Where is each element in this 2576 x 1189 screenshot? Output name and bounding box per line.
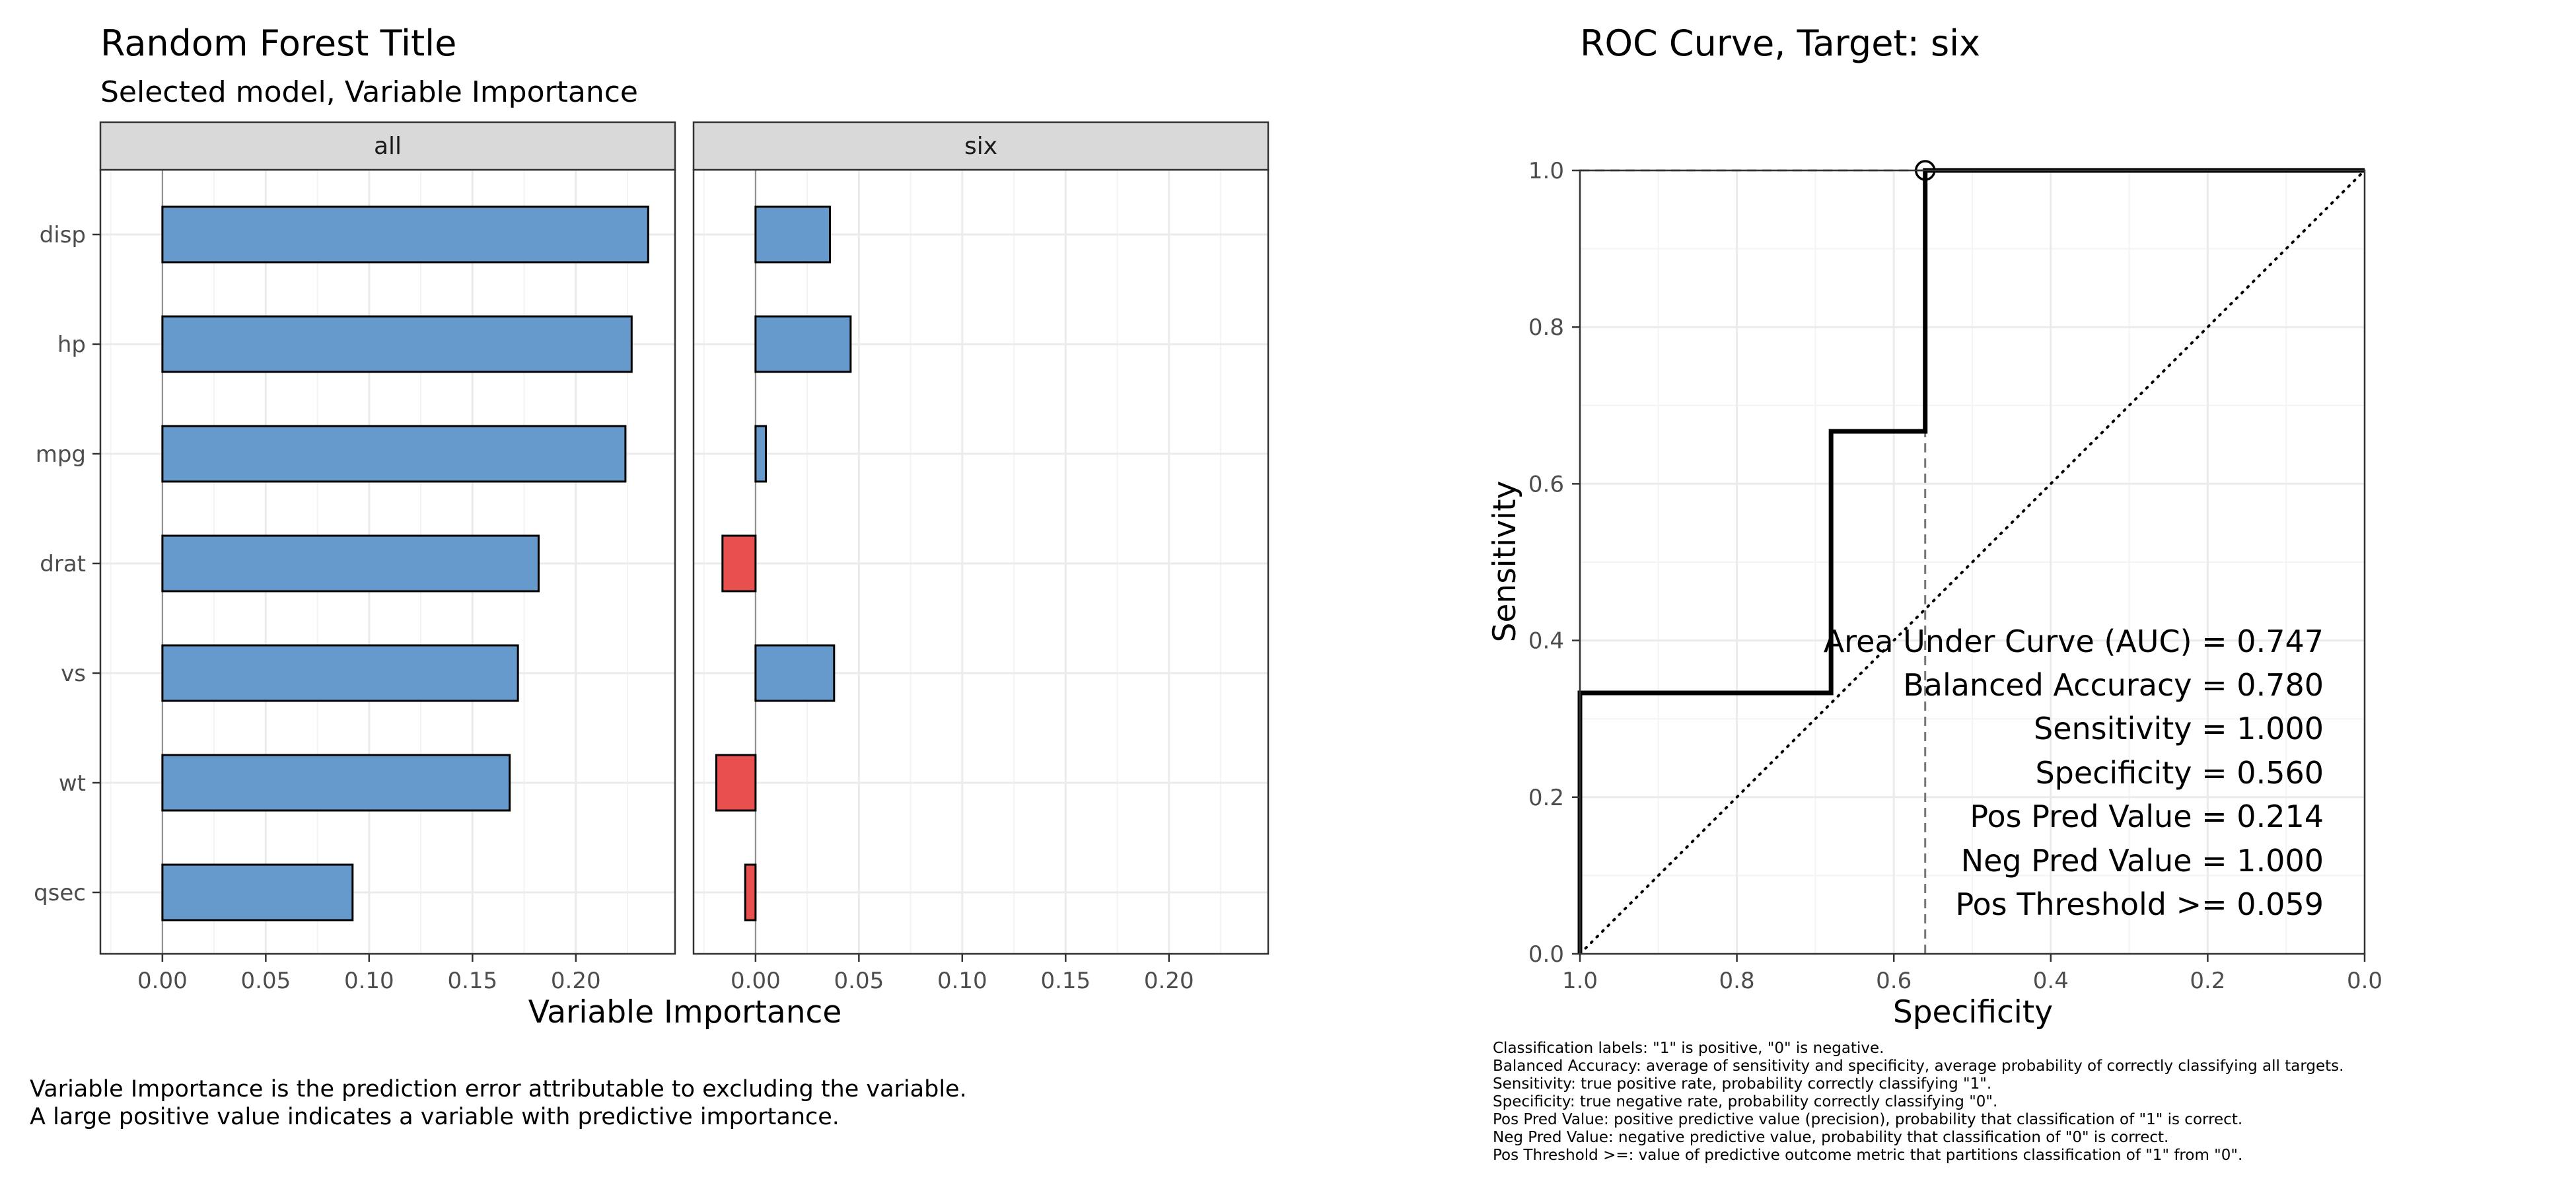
roc-x-tick-label: 0.6 (1876, 968, 1912, 994)
roc-stat-pos-threshold: Pos Threshold >= 0.059 (1955, 886, 2324, 922)
roc-stat-balanced-accuracy: Balanced Accuracy = 0.780 (1903, 667, 2324, 703)
roc-x-tick-label: 0.8 (1719, 968, 1755, 994)
bar-all-drat (161, 534, 540, 593)
roc-x-tick-label: 0.4 (2033, 968, 2069, 994)
roc-y-tick-label: 0.8 (1528, 314, 1564, 341)
roc-note-specificity: Specificity: true negative rate, probabi… (1493, 1093, 1997, 1110)
bar-all-mpg (161, 425, 627, 483)
roc-y-tick-label: 1.0 (1528, 158, 1564, 184)
x-tick-label: 0.05 (834, 968, 884, 994)
category-label-qsec: qsec (34, 880, 86, 906)
importance-footnote-line-1: Variable Importance is the prediction er… (30, 1076, 967, 1102)
roc-notes: Classification labels: "1" is positive, … (1493, 1040, 2343, 1164)
roc-note-pos-pred-value: Pos Pred Value: positive predictive valu… (1493, 1111, 2242, 1128)
x-tick-label: 0.05 (241, 968, 291, 994)
bar-all-wt (161, 754, 511, 812)
roc-stat-specificity: Specificity = 0.560 (2035, 755, 2324, 791)
x-tick-label: 0.10 (344, 968, 394, 994)
x-tick-label: 0.00 (137, 968, 188, 994)
bar-all-disp (161, 205, 649, 264)
bar-six-vs (754, 644, 836, 702)
roc-stat-neg-pred-value: Neg Pred Value = 1.000 (1961, 843, 2324, 879)
category-label-vs: vs (61, 661, 86, 687)
bar-all-qsec (161, 863, 354, 921)
roc-title: ROC Curve, Target: six (1580, 22, 1980, 64)
category-label-drat: drat (40, 551, 86, 577)
facet-strip (692, 121, 1270, 171)
roc-x-tick-label: 1.0 (1562, 968, 1598, 994)
facet-strip-label-all: all (374, 133, 402, 160)
roc-stats: Area Under Curve (AUC) = 0.747 Balanced … (1824, 624, 2324, 922)
bar-six-disp (754, 205, 832, 264)
category-label-mpg: mpg (36, 441, 86, 468)
x-tick-label: 0.10 (937, 968, 987, 994)
importance-panels: all 0.00 0.05 0.10 0.15 0.20 six 0.00 0.05 0.10 0.… (99, 121, 1270, 994)
bar-six-hp (754, 315, 852, 373)
category-label-wt: wt (59, 770, 86, 797)
importance-footnote-line-2: A large positive value indicates a varia… (30, 1104, 840, 1130)
facet-panel-six: six 0.00 0.05 0.10 0.15 0.20 (692, 121, 1270, 994)
bar-six-qsec (744, 863, 757, 921)
roc-diagonal-reference (1579, 169, 2366, 955)
x-tick-label: 0.15 (1040, 968, 1091, 994)
roc-note-sensitivity: Sensitivity: true positive rate, probabi… (1493, 1075, 1991, 1093)
roc-y-tick-label: 0.6 (1528, 471, 1564, 497)
roc-note-balanced-accuracy: Balanced Accuracy: average of sensitivit… (1493, 1058, 2343, 1075)
category-label-disp: disp (40, 222, 86, 248)
roc-y-tick-label: 0.4 (1528, 628, 1564, 655)
importance-x-axis-title: Variable Importance (528, 994, 842, 1030)
bar-six-mpg (754, 425, 768, 483)
x-tick-label: 0.20 (551, 968, 601, 994)
x-tick-label: 0.00 (731, 968, 781, 994)
category-label-hp: hp (57, 332, 86, 358)
facet-strip-label-six: six (964, 133, 997, 160)
facet-strip (99, 121, 676, 171)
bar-all-hp (161, 315, 633, 373)
bar-six-wt (715, 754, 757, 812)
importance-subtitle: Selected model, Variable Importance (100, 75, 638, 109)
roc-stat-sensitivity: Sensitivity = 1.000 (2034, 711, 2324, 746)
roc-note-neg-pred-value: Neg Pred Value: negative predictive valu… (1493, 1129, 2168, 1146)
facet-background (694, 170, 1268, 954)
roc-y-tick-label: 0.0 (1528, 941, 1564, 968)
roc-x-tick-label: 0.0 (2347, 968, 2382, 994)
roc-stat-auc: Area Under Curve (AUC) = 0.747 (1824, 624, 2324, 659)
x-tick-label: 0.20 (1144, 968, 1194, 994)
roc-note-pos-threshold: Pos Threshold >=: value of predictive ou… (1493, 1147, 2242, 1164)
roc-stat-pos-pred-value: Pos Pred Value = 0.214 (1970, 799, 2324, 834)
roc-y-tick-label: 0.2 (1528, 785, 1564, 811)
bar-six-drat (721, 534, 757, 593)
roc-panel-border (1579, 169, 2366, 955)
importance-category-axis: disp hp mpg drat vs wt qsec (34, 222, 100, 906)
facet-panel-all: all 0.00 0.05 0.10 0.15 0.20 (99, 121, 676, 994)
x-tick-label: 0.15 (447, 968, 497, 994)
roc-note-labels: Classification labels: "1" is positive, … (1493, 1040, 1884, 1057)
bar-all-vs (161, 644, 519, 702)
roc-plot: 1.0 0.8 0.6 0.4 0.2 0.0 0.0 0.2 0.4 0.6 0.8 1.0 (1528, 158, 2382, 994)
roc-y-axis-title: Sensitivity (1487, 481, 1523, 643)
roc-x-axis-title: Specificity (1893, 994, 2053, 1030)
roc-x-tick-label: 0.2 (2190, 968, 2225, 994)
importance-title: Random Forest Title (100, 22, 456, 64)
